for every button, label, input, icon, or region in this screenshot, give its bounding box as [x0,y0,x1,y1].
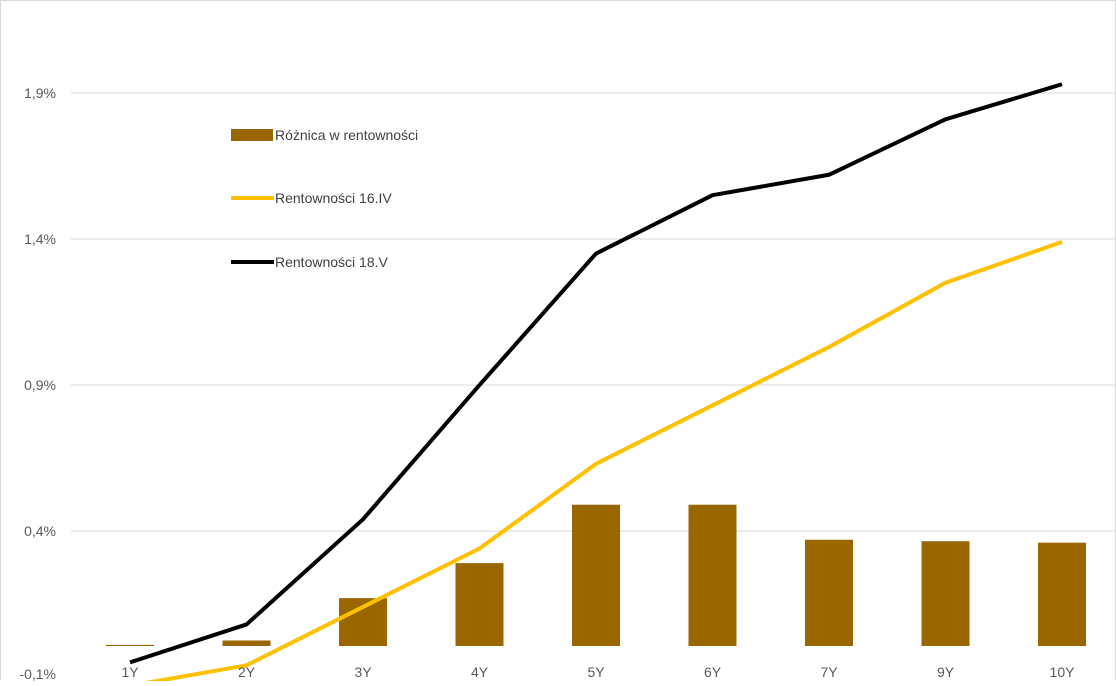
x-tick-label: 1Y [121,664,139,680]
x-tick-label: 2Y [238,664,256,680]
bar-1Y [106,645,154,646]
y-tick-label: 0,4% [24,523,56,539]
bar-series-layer [106,505,1086,646]
x-tick-label: 10Y [1050,664,1076,680]
bar-4Y [456,563,504,646]
bar-10Y [1038,543,1086,646]
bar-5Y [572,505,620,646]
x-tick-label: 3Y [354,664,372,680]
x-tick-label: 9Y [937,664,955,680]
legend-label: Rentowności 16.IV [275,190,392,206]
y-tick-label: -0,1% [19,666,56,681]
y-tick-label: 1,9% [24,85,56,101]
y-tick-label: 1,4% [24,231,56,247]
x-tick-label: 6Y [704,664,722,680]
legend-swatch [231,129,273,141]
bar-2Y [223,641,271,647]
x-tick-label: 4Y [471,664,489,680]
x-tick-label: 5Y [587,664,605,680]
x-axis-ticks: 1Y 2Y 3Y 4Y 5Y 6Y 7Y 9Y 10Y [121,664,1075,680]
y-tick-label: 0,9% [24,377,56,393]
legend: Różnica w rentowności Rentowności 16.IV Re… [231,127,418,270]
y-axis-ticks: -0,1% 0,4% 0,9% 1,4% 1,9% [19,85,56,681]
legend-label: Rentowności 18.V [275,254,389,270]
legend-label: Różnica w rentowności [275,127,418,143]
x-tick-label: 7Y [820,664,838,680]
bar-7Y [805,540,853,646]
bar-9Y [922,541,970,646]
bar-6Y [689,505,737,646]
